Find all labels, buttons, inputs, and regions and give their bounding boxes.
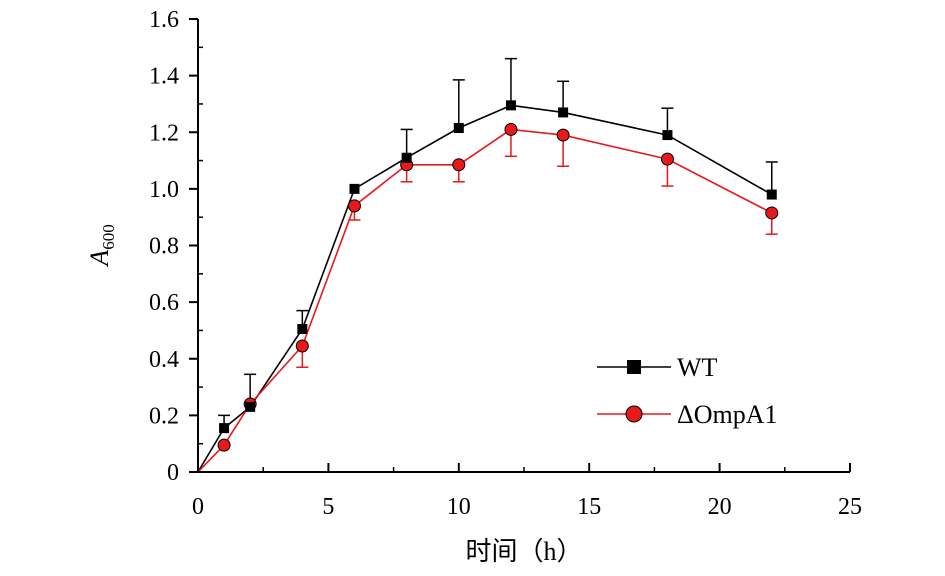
data-point-wt (662, 130, 673, 141)
y-tick-label: 0.4 (149, 347, 179, 373)
x-axis-title: 时间（h） (465, 537, 582, 566)
data-point-wt (505, 100, 516, 111)
data-point-wt (219, 423, 230, 434)
data-point-ompa1 (295, 339, 309, 353)
data-point-wt (766, 189, 777, 200)
x-tick-label: 10 (447, 494, 471, 520)
data-point-ompa1 (765, 206, 779, 220)
data-point-ompa1 (347, 199, 361, 213)
y-tick-label: 1.0 (149, 177, 179, 203)
x-tick-label: 20 (708, 494, 732, 520)
y-tick-label: 0 (167, 460, 179, 486)
data-point-wt (558, 107, 569, 118)
tick-labels: 0 5 10 15 20 25 0 0.2 0.4 0.6 0.8 1.0 1.2 1.4 1.6 (149, 7, 862, 520)
error-bars (218, 57, 778, 429)
legend-label-wt: WT (677, 353, 718, 382)
data-point-wt (349, 183, 360, 194)
legend-marker-wt (627, 360, 641, 374)
x-tick-label: 0 (192, 494, 204, 520)
data-point-wt (245, 401, 256, 412)
data-point-wt (297, 324, 308, 335)
x-tick-label: 15 (577, 494, 601, 520)
y-tick-label: 0.8 (149, 234, 179, 260)
y-tick-label: 0.2 (149, 403, 179, 429)
axes (189, 18, 851, 473)
data-point-wt (401, 152, 412, 163)
y-axis-title-subscript: 600 (99, 224, 118, 250)
y-axis-title-main: A (85, 250, 114, 268)
y-axis-title: A600 (85, 224, 118, 267)
data-point-ompa1 (452, 158, 466, 172)
data-point-ompa1 (660, 152, 674, 166)
data-point-ompa1 (556, 128, 570, 142)
legend: WT ΔOmpA1 (597, 353, 778, 429)
data-point-wt (453, 123, 464, 134)
x-tick-label: 5 (322, 494, 334, 520)
series-markers (217, 100, 779, 452)
data-point-ompa1 (504, 122, 518, 136)
y-tick-label: 1.6 (149, 7, 179, 33)
legend-label-ompa1: ΔOmpA1 (677, 400, 778, 429)
data-point-ompa1 (217, 438, 231, 452)
y-tick-label: 0.6 (149, 290, 179, 316)
x-tick-label: 25 (838, 494, 862, 520)
y-tick-label: 1.2 (149, 120, 179, 146)
y-tick-label: 1.4 (149, 64, 179, 90)
legend-marker-ompa1 (625, 405, 643, 423)
